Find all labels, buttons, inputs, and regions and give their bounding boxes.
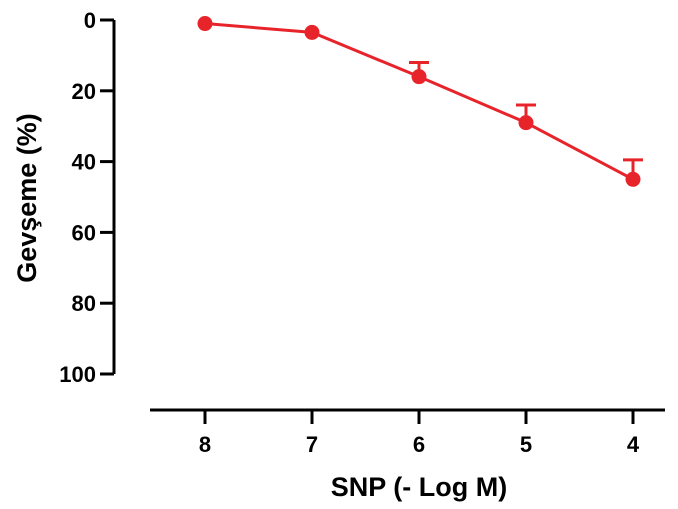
y-tick-label: 40 bbox=[72, 150, 96, 175]
x-axis-title: SNP (- Log M) bbox=[331, 472, 507, 502]
data-point bbox=[518, 115, 534, 131]
data-point bbox=[625, 171, 641, 187]
x-tick-label: 7 bbox=[306, 432, 318, 457]
y-axis-title: Gevşeme (%) bbox=[12, 113, 42, 283]
x-axis: 8 7 6 5 4 bbox=[150, 408, 665, 457]
data-point bbox=[304, 24, 320, 40]
data-point bbox=[197, 16, 213, 32]
y-axis: 0 20 40 60 80 100 bbox=[59, 8, 116, 387]
y-tick-label: 80 bbox=[72, 291, 96, 316]
y-tick-label: 100 bbox=[59, 362, 96, 387]
y-tick-label: 0 bbox=[84, 8, 96, 33]
y-tick-label: 60 bbox=[72, 220, 96, 245]
plot-area bbox=[197, 16, 643, 187]
series-line bbox=[204, 22, 634, 181]
x-tick-label: 5 bbox=[520, 432, 532, 457]
x-tick-label: 6 bbox=[413, 432, 425, 457]
y-tick-label: 20 bbox=[72, 79, 96, 104]
data-point bbox=[411, 69, 427, 85]
x-tick-label: 8 bbox=[199, 432, 211, 457]
x-tick-label: 4 bbox=[627, 432, 640, 457]
